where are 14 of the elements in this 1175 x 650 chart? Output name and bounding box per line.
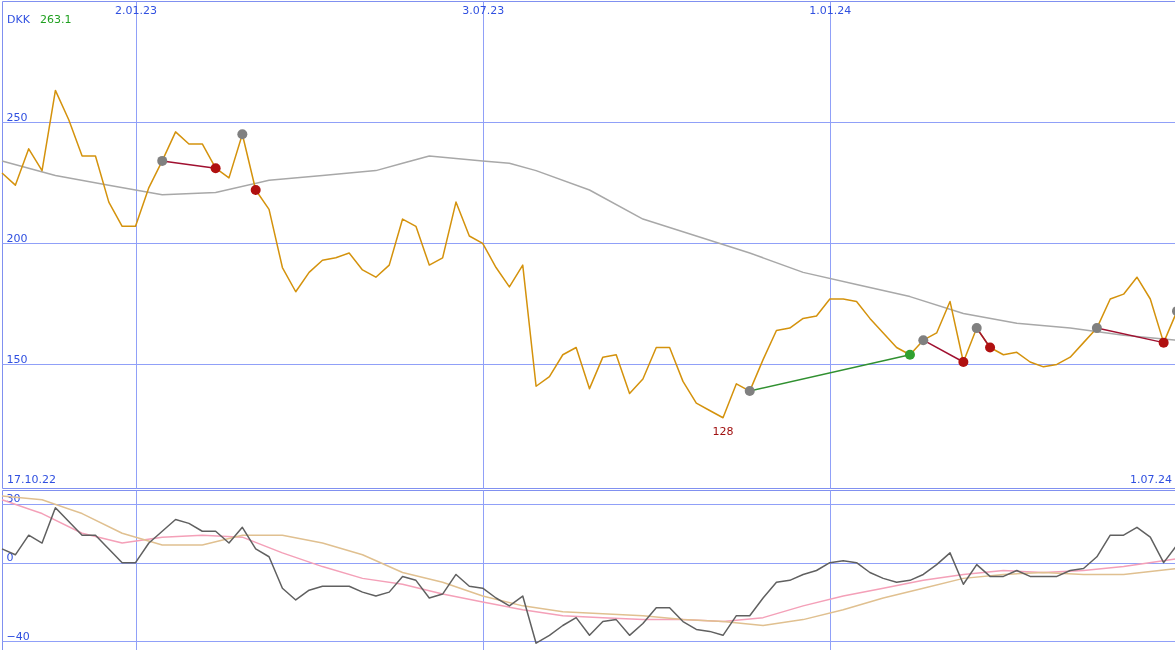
x-tick-label: 1.01.24 <box>809 3 852 17</box>
annotation: 1.07.24 <box>1130 473 1172 486</box>
y-tick-label: 30 <box>6 492 21 506</box>
y-tick-label: 0 <box>6 551 14 565</box>
y-tick-label: −40 <box>6 629 30 643</box>
y-tick-label: 200 <box>6 231 28 245</box>
annotation: DKK <box>7 13 31 26</box>
x-tick-label: 2.01.23 <box>115 3 158 17</box>
annotation: 263.1 <box>40 13 72 26</box>
y-tick-label: 150 <box>6 352 28 366</box>
annotation: 128 <box>712 424 734 438</box>
y-tick-label: 250 <box>6 110 28 124</box>
annotation: 17.10.22 <box>7 473 56 486</box>
x-tick-label: 3.07.23 <box>462 3 505 17</box>
